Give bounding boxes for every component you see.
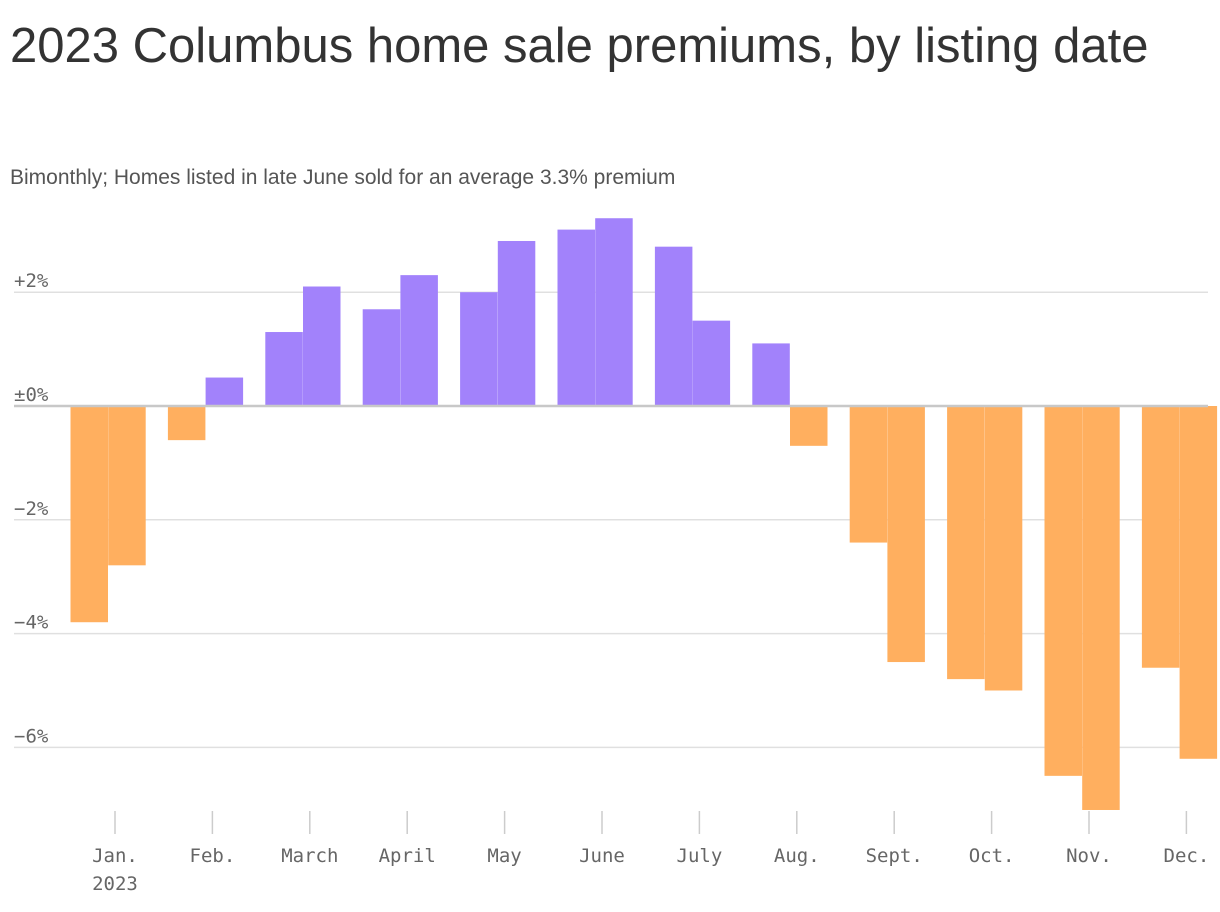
y-tick-label: −6% — [14, 725, 49, 747]
y-tick-label: +2% — [14, 270, 49, 292]
x-tick-label: April — [379, 845, 436, 867]
x-year-label: 2023 — [92, 873, 138, 895]
bar — [654, 246, 693, 406]
x-tick-label: July — [677, 845, 723, 867]
x-tick-label: Sept. — [866, 845, 923, 867]
bar — [790, 406, 828, 446]
x-tick-label: Dec. — [1164, 845, 1210, 867]
bar — [1082, 406, 1120, 810]
y-tick-label: −4% — [14, 612, 49, 634]
x-tick-label: June — [579, 845, 625, 867]
bar — [947, 406, 985, 680]
y-axis-ticks: +2% ±0% −2% −4% −6% — [14, 270, 49, 747]
y-tick-label: ±0% — [14, 384, 49, 406]
x-tick-label: Jan. — [92, 845, 138, 867]
x-tick-label: Feb. — [190, 845, 236, 867]
bar — [205, 377, 244, 406]
bar — [984, 406, 1023, 691]
x-axis-ticks: Jan. Feb. March April May June July Aug. Sept. Oc… — [92, 811, 1209, 895]
bar — [460, 292, 498, 406]
bar — [70, 406, 108, 623]
bar — [1044, 406, 1082, 776]
x-tick-label: May — [487, 845, 521, 867]
bars — [70, 218, 1218, 810]
bar — [752, 343, 790, 406]
bar — [265, 332, 303, 406]
bar — [849, 406, 888, 543]
bar — [362, 309, 401, 406]
bar — [497, 240, 536, 406]
bar — [400, 275, 438, 406]
chart-subtitle: Bimonthly; Homes listed in late June sol… — [10, 166, 676, 189]
y-tick-label: −2% — [14, 498, 49, 520]
x-tick-label: Aug. — [774, 845, 820, 867]
bar — [108, 406, 146, 566]
chart-title: 2023 Columbus home sale premiums, by lis… — [10, 19, 1149, 73]
bar — [1179, 406, 1218, 759]
x-tick-label: Oct. — [969, 845, 1015, 867]
bar — [1141, 406, 1180, 668]
x-tick-label: Nov. — [1066, 845, 1112, 867]
bar — [887, 406, 925, 663]
bar — [557, 229, 595, 406]
x-tick-label: March — [281, 845, 338, 867]
bar — [692, 320, 731, 406]
bar — [303, 286, 341, 406]
bar — [595, 218, 633, 406]
bar — [167, 406, 206, 441]
